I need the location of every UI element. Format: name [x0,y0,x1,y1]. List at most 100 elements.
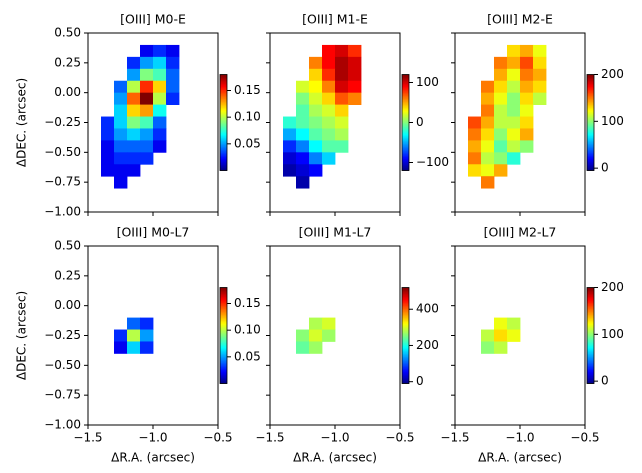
colorbar-step [220,317,227,320]
colorbar-step [587,140,594,143]
colorbar-step [220,367,227,369]
pixel [507,44,521,58]
colorbar-step [587,370,594,372]
pixel [309,92,323,105]
colorbar-step [402,128,409,131]
pixel [140,317,154,330]
colorbar-step [220,373,227,375]
colorbar-step [220,151,227,153]
colorbar-step [220,163,227,165]
colorbar-step [587,131,594,134]
pixel [507,329,521,342]
panel-title: [OIII] M2-L7 [484,225,557,240]
colorbar-step [402,290,409,293]
colorbar-step [220,149,227,152]
pixel [507,104,521,117]
colorbar-step [587,356,594,359]
colorbar-step [402,377,409,380]
colorbar-step [220,77,227,80]
colorbar-step [402,352,409,354]
colorbar-step [587,80,594,83]
colorbar-step [220,103,227,105]
pixel [140,152,154,165]
colorbar-step [402,370,409,372]
colorbar-step [402,166,409,168]
colorbar-step [220,361,227,363]
pixel [533,80,547,94]
pixel [507,152,521,165]
colorbar-step [220,104,227,107]
colorbar-step [220,289,227,291]
colorbar-step [220,119,227,122]
colorbar-step [587,92,594,95]
colorbar-step [402,127,409,129]
colorbar-step [587,88,594,90]
y-tick-label: 0.00 [54,298,81,312]
pixel [520,116,534,129]
colorbar-step [587,364,594,366]
colorbar-step [402,308,409,311]
colorbar-step [220,142,227,144]
pixel [494,68,508,82]
pixel [166,68,180,82]
colorbar-step [402,124,409,126]
pixel [481,128,495,141]
colorbar-step [587,295,594,297]
colorbar-step [587,160,594,162]
pixel [127,329,141,342]
colorbar-step [587,107,594,110]
colorbar-step [402,83,409,86]
colorbar-step [587,167,594,170]
pixel [507,116,521,129]
colorbar-step [402,76,409,78]
colorbar-step [402,95,409,98]
colorbar-tick-label: 400 [416,302,439,316]
colorbar-step [220,355,227,357]
colorbar-tick-label: 0.05 [234,136,261,150]
colorbar-frame [401,287,410,384]
pixel [140,104,154,117]
panel-title: [OIII] M1-L7 [299,225,372,240]
colorbar-step [402,310,409,312]
pixel [140,68,154,82]
colorbar-step [587,362,594,365]
colorbar-step [220,337,227,339]
colorbar-step [402,164,409,167]
x-axis-label: ΔR.A. (arcsec) [293,451,377,465]
colorbar-step [587,163,594,165]
colorbar-step [220,107,227,110]
colorbar-step [402,88,409,90]
colorbar-step [402,380,409,383]
colorbar-step [587,317,594,320]
colorbar-step [402,298,409,300]
colorbar-step [402,374,409,377]
colorbar-step [402,104,409,107]
pixel [481,116,495,129]
pixel [153,140,167,153]
pixel [494,317,508,330]
colorbar-step [587,287,594,290]
pixel [153,80,167,94]
colorbar-step [402,134,409,137]
colorbar-step [402,299,409,302]
pixel [348,68,362,82]
pixel [507,56,521,70]
colorbar-step [402,358,409,360]
colorbar-step [587,298,594,300]
pixel [507,140,521,153]
colorbar-step [402,343,409,345]
pixel [335,80,349,94]
colorbar-step [587,368,594,371]
colorbar-step [587,74,594,77]
pixel [468,140,482,153]
pixel [468,128,482,141]
colorbar-step [587,293,594,296]
pixel [296,128,310,141]
pixel [153,116,167,129]
colorbar-step [587,121,594,123]
colorbar-step [220,152,227,155]
x-tick-label: −1.0 [138,431,167,445]
colorbar-step [587,289,594,291]
colorbar-step [402,113,409,116]
pixel [494,164,508,177]
